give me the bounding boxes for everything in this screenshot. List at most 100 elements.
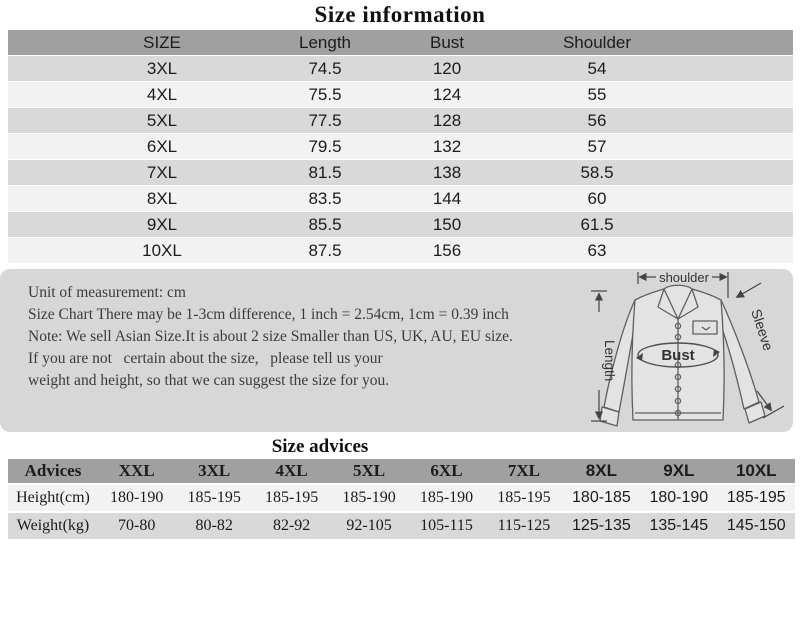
- col-header-length: Length: [299, 32, 351, 52]
- cell-shoulder: 54: [587, 58, 607, 78]
- weight-row: Weight(kg) 70-80 80-82 82-92 92-105 105-…: [8, 513, 795, 541]
- col-header-bust: Bust: [429, 32, 465, 52]
- table-row: 8XL 83.5 144 60: [8, 186, 793, 212]
- weight-value: 115-125: [497, 517, 551, 534]
- weight-value: 125-135: [572, 517, 631, 534]
- advice-col-header: 3XL: [198, 461, 231, 480]
- advice-col-header: 4XL: [275, 461, 308, 480]
- row-label: Height(cm): [16, 489, 90, 506]
- note-line: If you are not certain about the size, p…: [28, 350, 383, 367]
- diagram-length-label: Length: [602, 340, 617, 381]
- advice-col-header: XXL: [118, 461, 155, 480]
- advices-title: Size advices: [271, 436, 369, 457]
- col-header-shoulder: Shoulder: [562, 32, 632, 52]
- row-label: Weight(kg): [16, 517, 90, 534]
- shirt-drawing: [599, 284, 766, 427]
- cell-bust: 156: [432, 240, 462, 260]
- height-value: 185-195: [264, 489, 319, 506]
- measurement-notes: Unit of measurement: cm Size Chart There…: [28, 282, 513, 392]
- cell-bust: 150: [432, 214, 462, 234]
- height-value: 185-195: [187, 489, 241, 506]
- cell-shoulder: 57: [587, 136, 607, 156]
- height-value: 185-195: [726, 489, 786, 506]
- col-header-size: SIZE: [143, 32, 181, 52]
- cell-size: 4XL: [146, 84, 178, 104]
- cell-length: 77.5: [308, 110, 342, 130]
- cell-shoulder: 61.5: [580, 214, 614, 234]
- cell-length: 75.5: [308, 84, 342, 104]
- table-row: 10XL 87.5 156 63: [8, 238, 793, 264]
- cell-length: 87.5: [308, 240, 342, 260]
- advice-col-header: 7XL: [507, 461, 540, 480]
- advice-col-header: 10XL: [735, 461, 777, 480]
- cell-shoulder: 58.5: [580, 162, 614, 182]
- size-table: SIZE Length Bust Shoulder 3XL 74.5 120 5…: [8, 30, 793, 264]
- table-row: 4XL 75.5 124 55: [8, 82, 793, 108]
- length-arrow: [591, 290, 607, 422]
- advice-table-header: Advices XXL 3XL 4XL 5XL 6XL 7XL 8XL 9XL …: [8, 459, 795, 485]
- advice-col-header: 6XL: [430, 461, 463, 480]
- height-row: Height(cm) 180-190 185-195 185-195 185-1…: [8, 485, 795, 513]
- height-value: 185-195: [497, 489, 551, 506]
- cell-length: 79.5: [308, 136, 342, 156]
- bust-measure: [636, 342, 720, 368]
- height-value: 180-185: [572, 489, 631, 506]
- cell-size: 3XL: [146, 58, 178, 78]
- cell-bust: 128: [432, 110, 462, 130]
- cell-length: 83.5: [308, 188, 342, 208]
- shoulder-arrow: [637, 272, 729, 298]
- weight-value: 145-150: [726, 517, 786, 534]
- cell-shoulder: 55: [587, 84, 607, 104]
- size-table-header: SIZE Length Bust Shoulder: [8, 30, 793, 56]
- note-line: Unit of measurement: cm: [28, 284, 186, 301]
- cell-size: 5XL: [146, 110, 178, 130]
- cell-size: 7XL: [146, 162, 178, 182]
- advice-table: Advices XXL 3XL 4XL 5XL 6XL 7XL 8XL 9XL …: [8, 459, 795, 541]
- notes-panel: Unit of measurement: cm Size Chart There…: [0, 269, 793, 432]
- note-line: Note: We sell Asian Size.It is about 2 s…: [28, 328, 513, 345]
- table-row: 6XL 79.5 132 57: [8, 134, 793, 160]
- cell-size: 8XL: [146, 188, 178, 208]
- cell-length: 81.5: [308, 162, 342, 182]
- diagram-bust-label: Bust: [661, 347, 694, 364]
- advice-col-header: 9XL: [663, 461, 695, 480]
- height-value: 185-190: [419, 489, 474, 506]
- weight-value: 105-115: [420, 517, 473, 534]
- table-row: 9XL 85.5 150 61.5: [8, 212, 793, 238]
- cell-length: 74.5: [308, 58, 342, 78]
- sleeve-arrow: [735, 282, 785, 419]
- height-value: 180-190: [649, 489, 709, 506]
- cell-shoulder: 63: [587, 240, 607, 260]
- table-row: 3XL 74.5 120 54: [8, 56, 793, 82]
- cell-size: 10XL: [142, 240, 182, 260]
- height-value: 185-190: [342, 489, 396, 506]
- advice-col-header: 8XL: [585, 461, 617, 480]
- cell-bust: 132: [432, 136, 462, 156]
- cell-shoulder: 56: [587, 110, 607, 130]
- weight-value: 135-145: [649, 517, 709, 534]
- table-row: 7XL 81.5 138 58.5: [8, 160, 793, 186]
- cell-bust: 124: [432, 84, 462, 104]
- diagram-sleeve-label: Sleeve: [748, 307, 777, 353]
- shirt-measurement-diagram: shoulder Length Bust Sleeve: [591, 270, 785, 427]
- weight-value: 82-92: [272, 517, 311, 534]
- cell-size: 6XL: [146, 136, 178, 156]
- height-value: 180-190: [110, 489, 164, 506]
- cell-size: 9XL: [146, 214, 178, 234]
- table-row: 5XL 77.5 128 56: [8, 108, 793, 134]
- advice-col-header: 5XL: [352, 461, 386, 480]
- advice-col-header: Advices: [24, 461, 82, 480]
- pocket: [692, 320, 718, 335]
- diagram-shoulder-label: shoulder: [659, 270, 710, 285]
- cell-length: 85.5: [308, 214, 342, 234]
- note-line: weight and height, so that we can sugges…: [28, 372, 390, 389]
- cell-bust: 120: [432, 58, 462, 78]
- note-line: Size Chart There may be 1-3cm difference…: [28, 306, 509, 323]
- cell-shoulder: 60: [587, 188, 607, 208]
- page-title: Size information: [314, 2, 486, 27]
- weight-value: 80-82: [195, 517, 233, 534]
- cell-bust: 144: [432, 188, 462, 208]
- cell-bust: 138: [432, 162, 462, 182]
- weight-value: 70-80: [118, 517, 156, 534]
